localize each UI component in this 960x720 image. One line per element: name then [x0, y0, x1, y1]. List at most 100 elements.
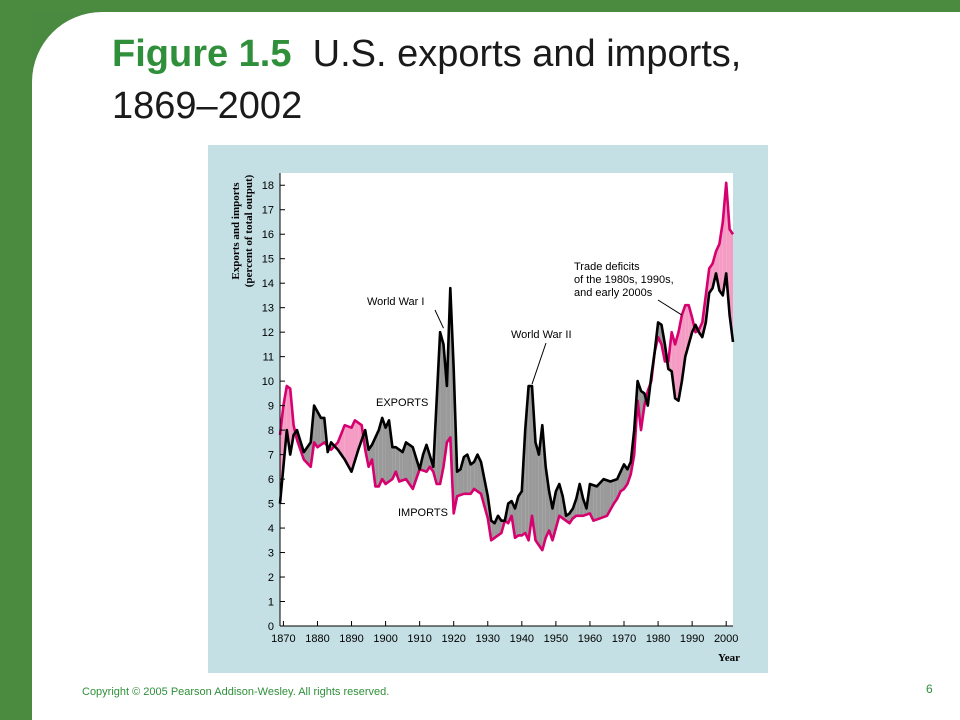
- x-tick-label: 1930: [476, 633, 500, 645]
- y-tick-label: 16: [262, 229, 274, 241]
- x-tick-label: 1870: [271, 633, 295, 645]
- annotation-trade-deficits-line: Trade deficits: [574, 261, 640, 273]
- x-tick-label: 1890: [339, 633, 363, 645]
- export-surplus-band: [532, 386, 536, 541]
- y-tick-label: 13: [262, 303, 274, 315]
- export-surplus-band: [589, 483, 594, 521]
- y-tick-label: 12: [262, 327, 274, 339]
- annotation-world-war-i: World War I: [367, 296, 424, 308]
- trade-deficit-band: [722, 182, 727, 296]
- annotation-pointer-trade-deficits: [657, 299, 683, 316]
- slide-title: Figure 1.5 U.S. exports and imports, 186…: [112, 28, 892, 132]
- export-surplus-band: [545, 466, 550, 538]
- export-surplus-band: [399, 449, 403, 482]
- x-tick-label: 1900: [373, 633, 397, 645]
- export-surplus-band: [528, 386, 533, 541]
- export-surplus-band: [440, 332, 444, 484]
- export-surplus-band: [549, 491, 553, 541]
- export-surplus-band: [494, 515, 498, 538]
- y-tick-label: 7: [268, 450, 274, 462]
- imports-series-label: IMPORTS: [398, 507, 448, 519]
- annotation-world-war-ii: World War II: [511, 329, 572, 341]
- x-tick-label: 1950: [544, 633, 568, 645]
- export-surplus-band: [463, 454, 468, 494]
- trade-deficit-band: [715, 244, 720, 291]
- export-surplus-band: [518, 491, 522, 536]
- trade-deficit-band: [286, 386, 291, 455]
- y-tick-label: 0: [268, 621, 274, 633]
- copyright-notice: Copyright © 2005 Pearson Addison-Wesley.…: [82, 686, 390, 698]
- export-surplus-band: [443, 344, 447, 467]
- x-tick-label: 1880: [305, 633, 329, 645]
- exports-line: [278, 272, 735, 525]
- export-surplus-band: [470, 461, 475, 494]
- y-tick-label: 4: [268, 523, 274, 535]
- export-surplus-band: [457, 469, 461, 497]
- export-surplus-band: [423, 444, 427, 472]
- export-surplus-band: [412, 447, 420, 489]
- left-green-frame: [0, 0, 32, 720]
- annotation-pointer-world-war-i: [434, 309, 444, 329]
- y-tick-label: 15: [262, 254, 274, 266]
- export-surplus-band: [610, 480, 614, 510]
- y-tick-label: 8: [268, 425, 274, 437]
- title-line-2: 1869–2002: [112, 85, 303, 127]
- y-tick-label: 11: [263, 352, 274, 364]
- y-tick-label: 3: [268, 548, 274, 560]
- x-axis-label: Year: [718, 652, 740, 664]
- export-surplus-band: [320, 417, 325, 445]
- y-tick-label: 18: [262, 180, 274, 192]
- x-tick-label: 1990: [680, 633, 704, 645]
- y-tick-label: 9: [268, 401, 274, 413]
- x-tick-label: 1910: [407, 633, 431, 645]
- x-tick-label: 1920: [441, 633, 465, 645]
- trade-deficit-band: [358, 422, 362, 450]
- imports-line: [278, 181, 735, 552]
- chart-panel: 0 1 2 3 4 5 6 7 8 9 10 11 12 13 14 15 16 17 18 1870 1880 1890…: [208, 145, 768, 673]
- export-surplus-band: [382, 417, 386, 484]
- annotation-trade-deficits-line: and early 2000s: [574, 287, 653, 299]
- export-surplus-band: [406, 442, 413, 489]
- export-surplus-band: [606, 480, 611, 516]
- page-number: 6: [926, 682, 933, 696]
- x-tick-label: 1960: [578, 633, 602, 645]
- y-tick-label: 10: [262, 376, 274, 388]
- export-surplus-band: [501, 520, 505, 533]
- y-tick-label: 2: [268, 572, 274, 584]
- y-tick-label: 1: [268, 597, 274, 609]
- export-surplus-band: [477, 454, 481, 494]
- export-surplus-band: [378, 417, 383, 487]
- x-tick-label: 1980: [646, 633, 670, 645]
- export-surplus-band: [658, 322, 662, 345]
- export-surplus-band: [538, 425, 543, 551]
- top-green-frame: [0, 0, 960, 12]
- y-tick-label: 6: [268, 474, 274, 486]
- export-surplus-band: [600, 479, 604, 519]
- export-surplus-band: [314, 405, 318, 448]
- export-surplus-band: [535, 442, 539, 546]
- y-tick-label: 17: [262, 205, 274, 217]
- y-tick-label: 5: [268, 499, 274, 511]
- title-text: U.S. exports and imports,: [312, 33, 742, 75]
- y-axis-label: Exports and imports(percent of total out…: [230, 174, 255, 287]
- export-surplus-band: [603, 479, 607, 518]
- x-tick-label: 2000: [714, 633, 738, 645]
- trade-deficit-band: [675, 332, 679, 401]
- trade-deficit-band: [351, 420, 355, 472]
- export-surplus-band: [613, 479, 618, 504]
- export-surplus-band: [559, 483, 563, 519]
- export-surplus-band: [596, 482, 601, 520]
- exports-series-label: EXPORTS: [376, 397, 428, 409]
- export-surplus-band: [491, 520, 495, 541]
- export-surplus-band: [542, 425, 546, 551]
- export-surplus-band: [317, 411, 321, 448]
- x-tick-label: 1970: [612, 633, 636, 645]
- export-surplus-band: [385, 420, 389, 484]
- annotation-trade-deficits-line: of the 1980s, 1990s,: [574, 274, 674, 286]
- annotation-pointer-world-war-ii: [531, 342, 547, 385]
- figure-label: Figure 1.5: [112, 33, 292, 75]
- export-surplus-band: [450, 288, 454, 514]
- export-surplus-band: [474, 454, 478, 492]
- x-tick-label: 1940: [510, 633, 534, 645]
